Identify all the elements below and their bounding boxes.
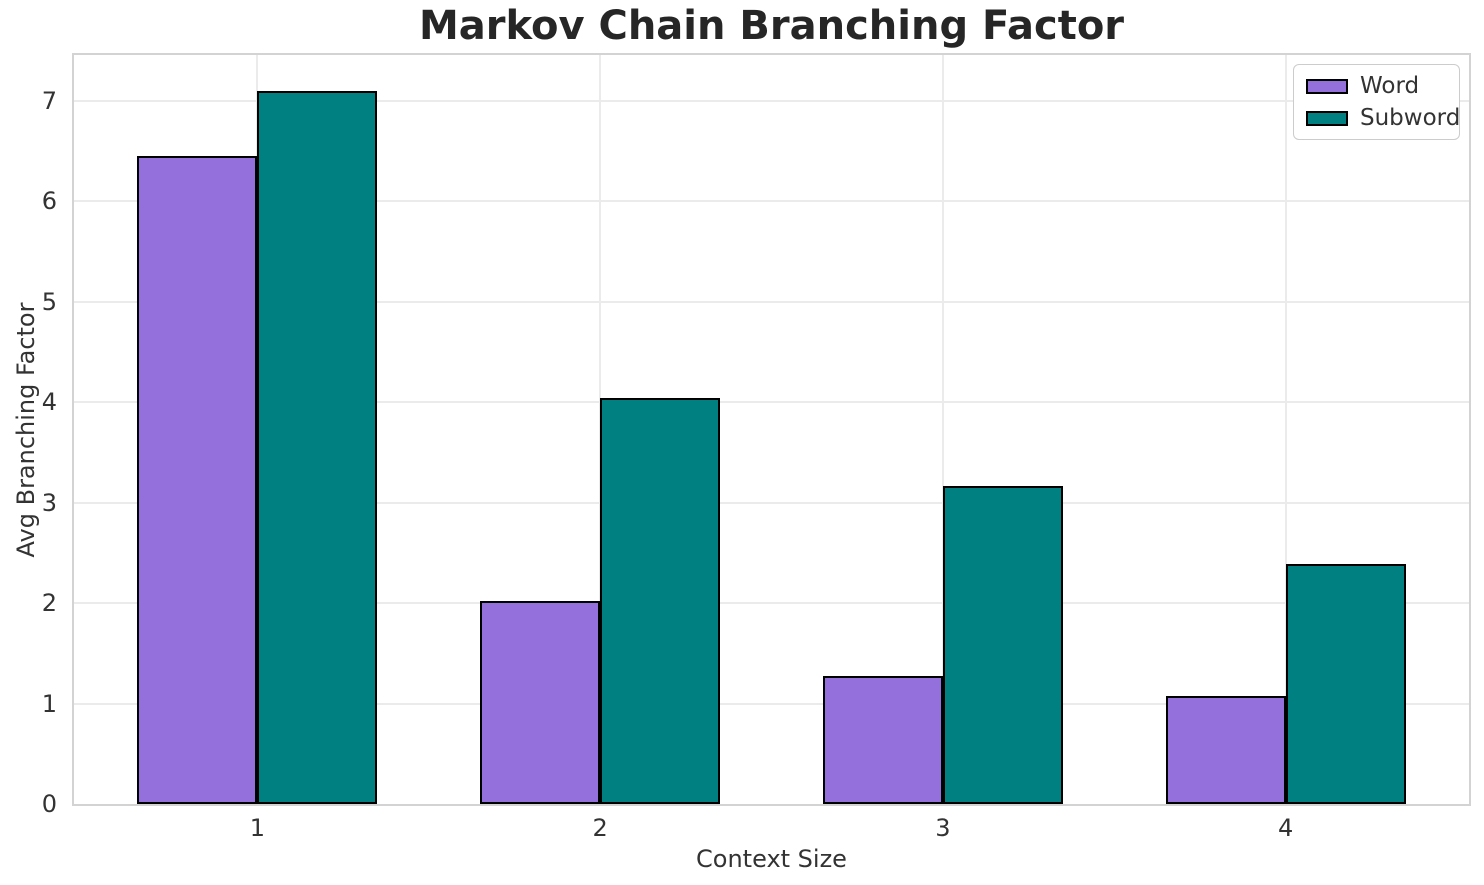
- x-tick-label: 3: [935, 814, 951, 842]
- x-tick-label: 1: [249, 814, 265, 842]
- bar-subword-4: [1285, 563, 1406, 804]
- y-gridline: [74, 702, 1469, 705]
- legend-label: Word: [1360, 73, 1420, 99]
- y-axis-label: Avg Branching Factor: [12, 302, 40, 558]
- x-tick-label: 2: [592, 814, 608, 842]
- legend-item-subword: Subword: [1306, 105, 1460, 131]
- x-tick-label: 4: [1277, 814, 1294, 842]
- y-tick-label: 6: [41, 187, 57, 216]
- y-tick-label: 2: [41, 589, 57, 618]
- bar-word-1: [137, 155, 258, 804]
- y-tick-label: 1: [41, 689, 57, 718]
- bar-subword-3: [942, 485, 1063, 804]
- legend: Word Subword: [1293, 64, 1460, 140]
- x-gridline: [941, 55, 944, 804]
- bar-word-4: [1165, 695, 1286, 804]
- y-gridline: [74, 200, 1469, 203]
- bar-subword-2: [600, 398, 721, 804]
- y-tick-label: 4: [41, 388, 57, 417]
- legend-swatch-word: [1306, 78, 1348, 94]
- legend-label: Subword: [1360, 105, 1461, 131]
- bar-subword-1: [257, 90, 378, 804]
- legend-item-word: Word: [1306, 73, 1447, 99]
- y-gridline: [74, 401, 1469, 404]
- bar-word-3: [822, 676, 943, 804]
- y-tick-label: 5: [41, 287, 57, 316]
- y-gridline: [74, 602, 1469, 605]
- y-gridline: [74, 99, 1469, 102]
- y-tick-label: 0: [41, 790, 57, 818]
- legend-swatch-subword: [1306, 110, 1348, 126]
- y-gridline: [74, 501, 1469, 504]
- bar-word-2: [480, 601, 601, 804]
- chart-title: Markov Chain Branching Factor: [418, 3, 1125, 49]
- y-gridline: [74, 300, 1469, 303]
- x-gridline: [1284, 55, 1287, 804]
- x-axis-label: Context Size: [696, 845, 847, 873]
- y-tick-label: 3: [41, 488, 57, 517]
- plot-area: [72, 53, 1471, 806]
- y-tick-label: 7: [41, 86, 57, 115]
